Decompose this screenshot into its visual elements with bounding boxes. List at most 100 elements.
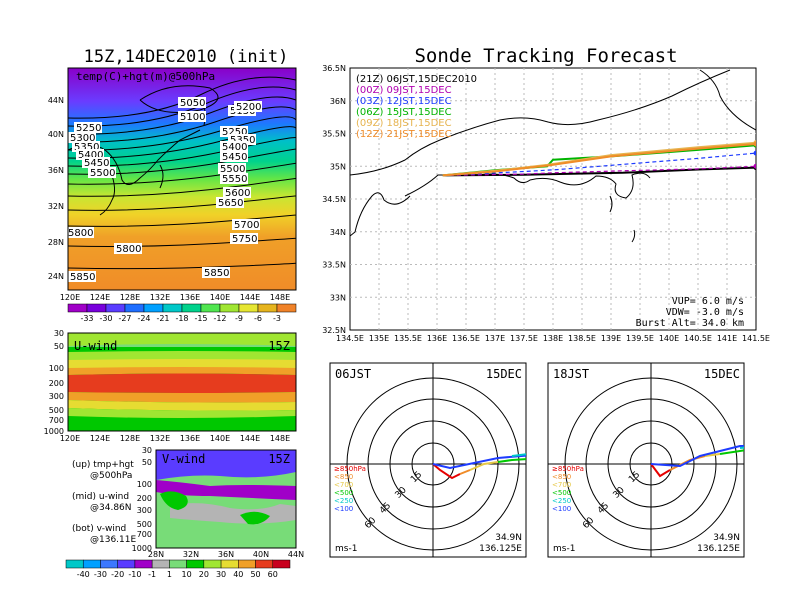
colorbar-swatch	[67, 303, 88, 313]
contour-label-bg	[216, 197, 244, 208]
colorbar-swatch	[276, 303, 297, 313]
lat-tick-label: 35N	[330, 162, 346, 171]
landing-point	[753, 150, 756, 156]
wind-colorbar-swatch	[186, 559, 205, 569]
lon-tick-label: 137E	[485, 334, 505, 343]
contour-label-bg	[74, 122, 102, 133]
lon-tick-label: 132E	[150, 434, 170, 443]
colorbar-swatch	[105, 303, 126, 313]
pressure-tick-label: 700	[49, 416, 64, 425]
hodograph-legend-entry: <850	[334, 473, 353, 481]
legend-entry: (06Z) 15JST,15DEC	[356, 107, 452, 118]
hodograph-trace	[704, 453, 721, 457]
lat-tick-label: 44N	[288, 550, 304, 559]
colorbar-tick-label: -18	[175, 314, 188, 323]
lat-tick-label: 44N	[48, 96, 64, 105]
wind-colorbar-tick-label: -1	[148, 570, 156, 579]
hodograph-legend-entry: ≥850hPa	[552, 465, 584, 473]
wind-colorbar-tick-label: 50	[250, 570, 260, 579]
lon-tick-label: 141E	[717, 334, 737, 343]
lat-tick-label: 28N	[48, 238, 64, 247]
contour-label: 5850	[204, 268, 229, 279]
contour-label: 5450	[222, 152, 247, 163]
colorbar-tick-label: -27	[118, 314, 131, 323]
hodograph-legend-entry: <100	[334, 505, 353, 513]
lat-tick-label: 33N	[330, 293, 346, 302]
hodograph-date: 15DEC	[486, 367, 522, 381]
temp-map: 5050510051505200525052505300535054005450…	[48, 67, 297, 323]
lon-tick-label: 120E	[60, 293, 80, 302]
sonde-track-line	[442, 166, 756, 177]
hodograph-trace	[432, 463, 461, 480]
sonde-tracks	[442, 140, 756, 177]
colorbar-swatch	[181, 303, 202, 313]
contour-label: 5650	[218, 198, 243, 209]
pressure-tick-label: 100	[137, 480, 152, 489]
hodograph-legend-entry: <850	[552, 473, 571, 481]
lon-tick-label: 128E	[120, 434, 140, 443]
colorbar-swatch	[200, 303, 221, 313]
lat-tick-label: 36N	[218, 550, 234, 559]
colorbar-tick-label: -9	[235, 314, 243, 323]
panel-note-sub: @136.11E	[90, 535, 136, 545]
ascent-speed: VUP= 6.0 m/s	[672, 296, 744, 307]
u-wind-time: 15Z	[268, 339, 290, 353]
contour-label-bg	[228, 134, 256, 145]
lon-tick-label: 140E	[659, 334, 679, 343]
wind-colorbar-tick-label: -20	[111, 570, 124, 579]
init-title: 15Z,14DEC2010 (init)	[84, 47, 289, 67]
colorbar-tick-label: -33	[80, 314, 93, 323]
sonde-track-line	[442, 152, 756, 176]
colorbar-swatch	[162, 303, 183, 313]
pressure-tick-label: 50	[142, 458, 152, 467]
temp-map-lat-ticks: 44N 40N 36N 32N 28N 24N	[48, 96, 64, 281]
lat-tick-label: 36N	[330, 97, 346, 106]
lat-tick-label: 36N	[48, 166, 64, 175]
lon-tick-label: 124E	[90, 434, 110, 443]
contour-label: 5600	[225, 188, 250, 199]
pressure-tick-label: 1000	[132, 544, 152, 553]
hodograph-legend-entry: <500	[334, 489, 353, 497]
contour-labels: 5050510051505200525052505300535054005450…	[66, 97, 262, 283]
lon-tick-label: 138E	[543, 334, 563, 343]
v-wind-lat-ticks: 28N 32N 36N 40N 44N	[148, 550, 304, 559]
hodograph-lat: 34.9N	[713, 533, 740, 543]
burst-altitude: Burst Alt= 34.0 km	[636, 318, 744, 329]
pressure-tick-label: 1000	[44, 427, 64, 436]
temp-colorbar: -33 -30 -27 -24 -21 -18 -15 -12 -9 -6 -3	[67, 303, 297, 323]
panel-note-title: (bot) v-wind	[72, 524, 126, 534]
lat-tick-label: 36.5N	[322, 64, 346, 73]
contour-label: 5400	[222, 142, 247, 153]
contour-label: 5750	[232, 234, 257, 245]
contour-label-bg	[232, 219, 260, 230]
pressure-tick-label: 500	[49, 406, 64, 415]
lon-tick-label: 137.5E	[510, 334, 538, 343]
lon-tick-label: 134.5E	[336, 334, 364, 343]
contour-label-bg	[202, 267, 230, 278]
contour-label: 5850	[70, 272, 95, 283]
lat-tick-label: 35.5N	[322, 130, 346, 139]
panel-notes: (up) tmp+hgt@500hPa (mid) u-wind@34.86N (b…	[72, 460, 136, 545]
lon-tick-label: 140E	[210, 434, 230, 443]
hodograph-trace	[469, 461, 499, 471]
lat-tick-label: 24N	[48, 272, 64, 281]
contour-label: 5050	[180, 98, 205, 109]
contour-label: 5350	[74, 142, 99, 153]
contour-label-bg	[114, 243, 142, 254]
contour-label-bg	[76, 149, 104, 160]
lon-tick-label: 139E	[601, 334, 621, 343]
lon-tick-label: 144E	[240, 434, 260, 443]
wind-colorbar: -40 -30 -20 -10 -1 1 10 20 30 40 50 60	[65, 559, 291, 579]
wind-colorbar-swatch	[134, 559, 153, 569]
lat-tick-label: 32N	[183, 550, 199, 559]
wind-colorbar-tick-label: 40	[233, 570, 243, 579]
wind-colorbar-tick-label: 20	[199, 570, 209, 579]
contour-label: 5250	[76, 123, 101, 134]
hodograph-legend-entry: <700	[552, 481, 571, 489]
